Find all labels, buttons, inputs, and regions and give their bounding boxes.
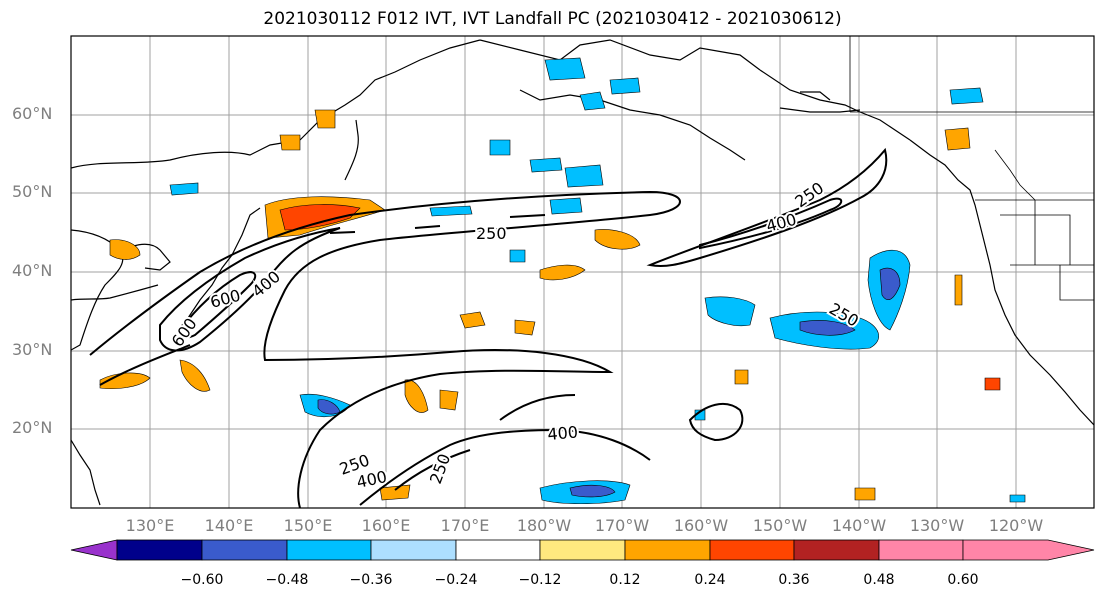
colorbar-bin [709,539,795,561]
colorbar-bin [201,539,288,561]
lon-label: 120°W [988,516,1044,535]
colorbar-bin [878,539,964,561]
lon-label: 160°W [673,516,729,535]
lat-label: 40°N [12,261,53,280]
colorbar-bin [539,539,626,561]
colorbar-tick-label: 0.12 [609,572,641,588]
colorbar-bin [624,539,711,561]
lon-label: 160°E [361,516,411,535]
colorbar-tick-label: −0.12 [518,572,562,588]
colorbar-bin [793,539,880,561]
colorbar-tick-label: 0.60 [947,572,979,588]
colorbar-tick-label: −0.60 [180,572,224,588]
colorbar-tick-label: 0.24 [694,572,726,588]
lon-label: 130°W [909,516,965,535]
colorbar-tick-label: −0.24 [434,572,478,588]
colorbar-tick-label: −0.48 [265,572,309,588]
map-title: 2021030112 F012 IVT, IVT Landfall PC (20… [263,9,842,29]
lat-label: 20°N [12,418,53,437]
ivt-contours [89,147,888,508]
colorbar-bin [370,539,457,561]
lat-label: 50°N [12,182,53,201]
colorbar [70,539,1095,561]
lon-label: 150°E [283,516,333,535]
coastlines [71,39,1094,506]
lat-label: 30°N [12,340,53,359]
colorbar-tick-label: −0.36 [349,572,393,588]
colorbar-tick-label: 0.48 [863,572,895,588]
positive-anomaly-shading [99,109,1001,501]
colorbar-extend-low [70,539,118,561]
map-frame [70,35,1095,509]
lon-label: 140°E [204,516,254,535]
lon-label: 140°W [831,516,887,535]
colorbar-extend-high [962,539,1095,561]
lat-label: 60°N [12,104,53,123]
lon-label: 130°E [125,516,175,535]
lon-label: 170°E [440,516,490,535]
negative-anomaly-shading [169,57,1026,505]
contour-label: 250 [476,224,507,243]
colorbar-bin [286,539,372,561]
lon-label: 150°W [752,516,808,535]
colorbar-tick-label: 0.36 [778,572,810,588]
gridlines [71,36,1094,508]
lon-label: 170°W [594,516,650,535]
contour-label: 400 [547,422,579,444]
borders [849,36,1094,301]
colorbar-bin [116,539,203,561]
contour-labels: 250 400 600 600 400 250 250 400 400 250 … [166,176,864,494]
lon-label: 180°W [516,516,572,535]
colorbar-bin [455,539,541,561]
